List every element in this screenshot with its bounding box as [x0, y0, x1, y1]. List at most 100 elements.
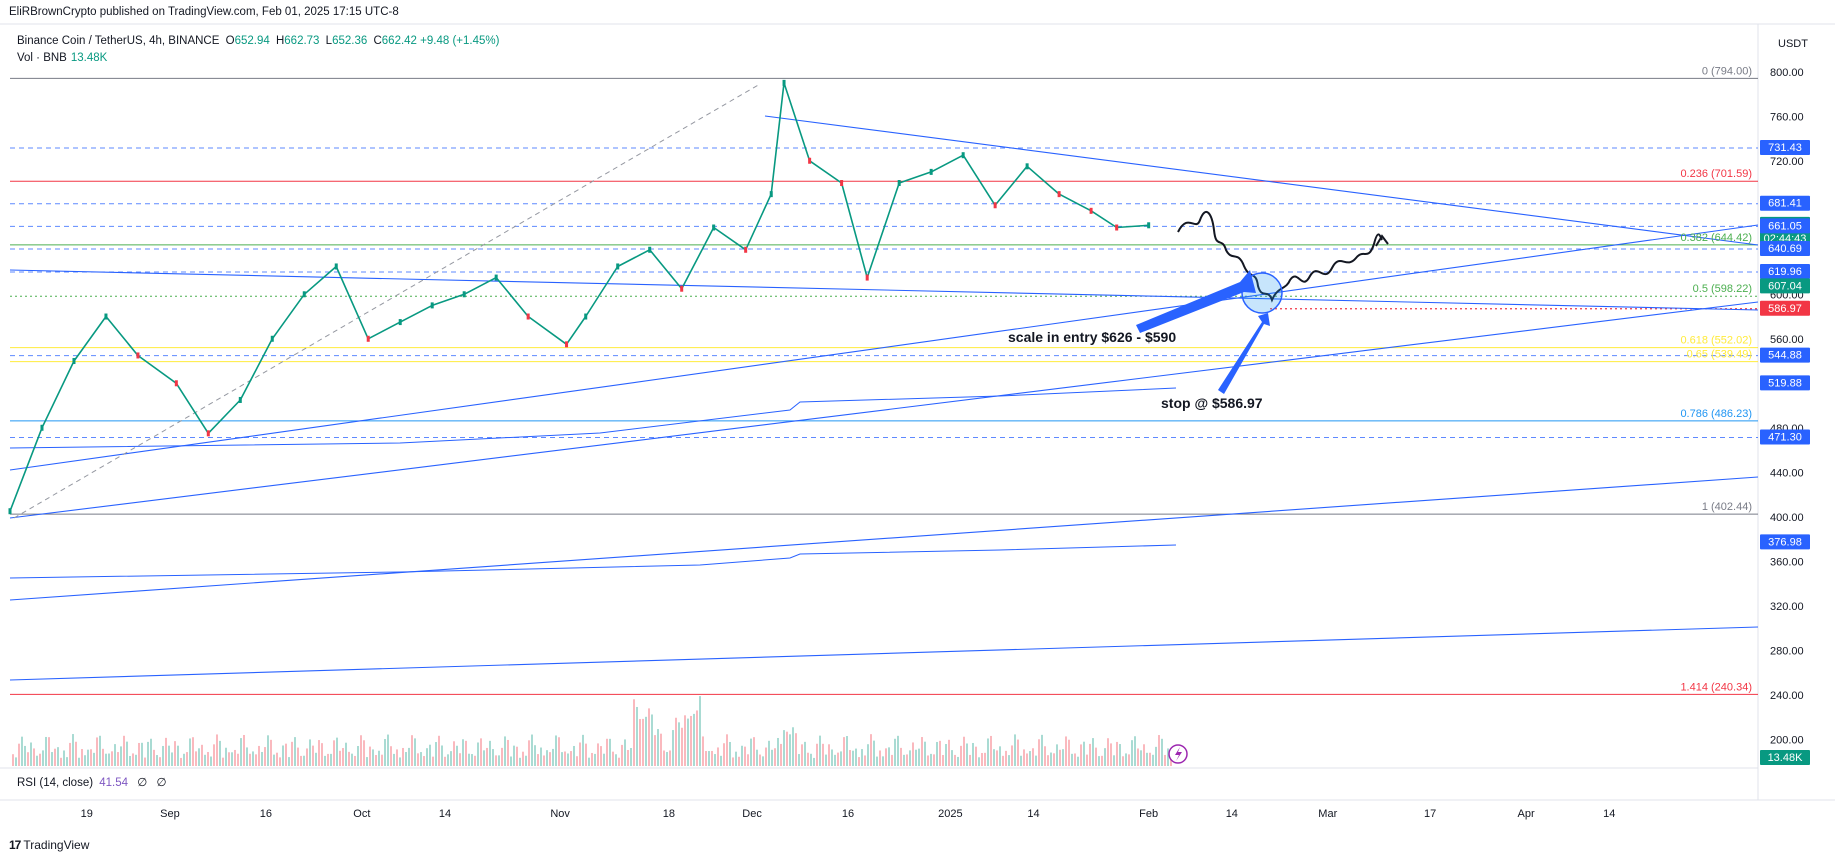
time-tick-label: 14 — [439, 808, 451, 820]
symbol-legend[interactable]: Binance Coin / TetherUS, 4h, BINANCE O65… — [17, 35, 499, 47]
time-axis[interactable]: 19 Sep 16 Oct 14 Nov 18 Dec 16 2025 14 Feb 14 Mar 17 Ap… — [81, 808, 1616, 820]
volume-bar — [270, 739, 272, 766]
volume-bar — [696, 710, 698, 766]
volume-bar — [180, 757, 182, 766]
volume-bar — [1074, 753, 1076, 766]
annotations: scale in entry $626 - $590 stop @ $586.97 — [1008, 210, 1389, 411]
candle — [40, 424, 44, 431]
volume-bar — [201, 744, 203, 766]
volume-bar — [357, 746, 359, 766]
volume-bar — [1068, 739, 1070, 766]
volume-bar — [483, 750, 485, 766]
volume-bar — [1149, 752, 1151, 766]
price-tick-label: 280.00 — [1770, 645, 1804, 657]
time-tick-label: 2025 — [938, 808, 962, 820]
volume-bar — [183, 753, 185, 766]
fib-level-label: 0.65 (539.49) — [1687, 349, 1752, 361]
time-tick-label: 14 — [1603, 808, 1615, 820]
price-tick-label: 360.00 — [1770, 556, 1804, 568]
volume-bar — [168, 745, 170, 766]
rsi-legend[interactable]: RSI (14, close) 41.54 ∅ ∅ — [17, 775, 167, 789]
volume-bar — [21, 736, 23, 766]
volume-bar — [378, 750, 380, 766]
volume-bar — [471, 754, 473, 766]
close-value: 662.42 — [381, 35, 417, 47]
volume-bar — [1098, 756, 1100, 766]
trendline — [9, 269, 1759, 311]
volume-bar — [186, 752, 188, 766]
volume-bar — [1152, 754, 1154, 766]
volume-bar — [399, 757, 401, 766]
volume-bar — [411, 735, 413, 766]
volume-bar — [123, 735, 125, 766]
volume-bar — [1026, 753, 1028, 766]
volume-bar — [504, 736, 506, 766]
volume-bar — [900, 747, 902, 766]
candle — [494, 274, 498, 281]
volume-bar — [540, 747, 542, 766]
volume-bar — [1038, 739, 1040, 766]
volume-bar — [918, 748, 920, 766]
volume-bar — [945, 744, 947, 766]
volume-bar — [288, 757, 290, 766]
volume-bar — [738, 756, 740, 766]
volume-bar — [1101, 755, 1103, 766]
volume-bar — [312, 745, 314, 766]
price-scale-badge-label: 13.48K — [1768, 752, 1804, 764]
candle — [462, 291, 466, 298]
volume-bar — [1095, 747, 1097, 766]
volume-bar — [369, 746, 371, 766]
volume-bar — [18, 743, 20, 766]
high-label: H — [275, 35, 285, 47]
volume-bar — [681, 727, 683, 766]
projected-arrow-head — [1375, 234, 1389, 247]
time-tick-label: Sep — [160, 808, 180, 820]
symbol-name[interactable]: Binance Coin / TetherUS, 4h, BINANCE — [17, 35, 220, 47]
volume-bar — [321, 743, 323, 766]
volume-bar — [981, 752, 983, 766]
volume-bar — [588, 757, 590, 766]
volume-bar — [771, 749, 773, 766]
change-value: +9.48 (+1.45%) — [420, 35, 500, 47]
volume-bar — [840, 751, 842, 766]
volume-bar — [789, 734, 791, 766]
volume-bar — [960, 745, 962, 766]
volume-bar — [561, 752, 563, 766]
open-label: O — [225, 35, 235, 47]
volume-bar — [318, 740, 320, 766]
volume-bar — [408, 747, 410, 766]
volume-bar — [351, 753, 353, 766]
volume-bar — [393, 753, 395, 766]
volume-bar — [600, 746, 602, 766]
volume-legend[interactable]: Vol · BNB 13.48K — [17, 52, 107, 64]
volume-bar — [897, 735, 899, 766]
price-axis[interactable]: 800.00760.00720.00680.00640.00600.00560.… — [1760, 67, 1810, 765]
volume-bar — [729, 741, 731, 766]
volume-bar — [888, 747, 890, 766]
volume-bar — [894, 738, 896, 766]
volume-bar — [276, 752, 278, 766]
price-scale-badge — [1760, 218, 1810, 234]
volume-bar — [813, 757, 815, 766]
volume-bar — [192, 737, 194, 766]
volume-bar — [171, 752, 173, 766]
volume-bar — [1071, 753, 1073, 766]
lightning-icon[interactable] — [1168, 744, 1188, 764]
volume-bar — [909, 750, 911, 766]
volume-label: Vol · BNB — [17, 52, 67, 64]
candle — [174, 380, 178, 387]
volume-bar — [936, 741, 938, 766]
volume-bar — [903, 754, 905, 766]
volume-bar — [330, 753, 332, 766]
volume-bar — [870, 734, 872, 766]
volume-bar — [546, 750, 548, 766]
volume-bar — [582, 734, 584, 766]
currency-button[interactable]: USDT — [1778, 38, 1808, 50]
volume-bar — [669, 750, 671, 766]
volume-bar — [846, 736, 848, 766]
volume-bar — [819, 735, 821, 766]
volume-bar — [1008, 755, 1010, 766]
volume-bar — [297, 747, 299, 766]
volume-bar — [96, 737, 98, 766]
